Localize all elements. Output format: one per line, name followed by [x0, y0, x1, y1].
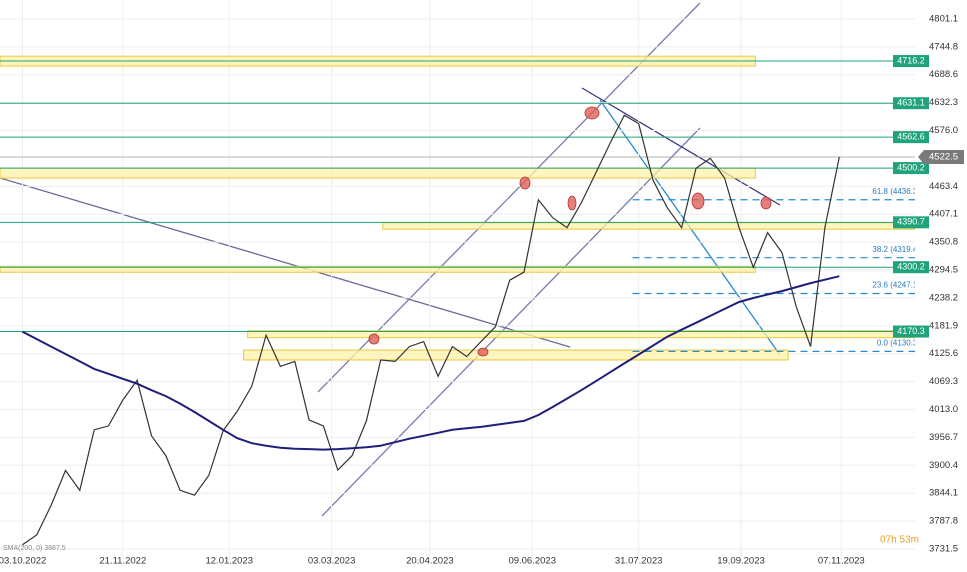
fib-label: 38.2 (4319.4)	[872, 245, 920, 254]
y-tick-label: 4069.3	[929, 376, 958, 387]
y-tick-label: 4576.0	[929, 125, 958, 136]
level-label: 4300.2	[897, 262, 925, 272]
trend-lines	[0, 2, 781, 517]
y-tick-label: 4125.6	[929, 348, 958, 359]
x-tick-label: 09.06.2023	[508, 556, 556, 567]
level-label: 4390.7	[897, 217, 925, 227]
y-tick-label: 3844.1	[929, 488, 958, 499]
level-tag	[893, 325, 929, 338]
x-tick-label: 20.04.2023	[406, 556, 454, 567]
level-tag	[893, 55, 929, 68]
level-label: 4562.6	[897, 132, 925, 142]
y-tick-label: 4407.1	[929, 209, 958, 220]
x-tick-label: 07.11.2023	[818, 556, 865, 567]
y-tick-label: 3900.4	[929, 460, 958, 471]
sma-line	[22, 275, 840, 451]
price-label: 4522.5	[929, 152, 958, 163]
y-tick-label: 4181.9	[929, 320, 958, 331]
axis-panel	[915, 0, 967, 572]
level-tag	[893, 261, 929, 274]
x-tick-label: 12.01.2023	[205, 556, 253, 567]
level-label: 4170.3	[897, 326, 925, 336]
zone	[243, 349, 789, 361]
markers	[368, 106, 772, 357]
x-tick-label: 31.07.2023	[615, 556, 663, 567]
x-tick-label: 21.11.2022	[99, 556, 146, 567]
level-label: 4500.2	[897, 162, 925, 172]
x-tick-label: 19.09.2023	[717, 556, 765, 567]
y-tick-label: 3731.5	[929, 544, 958, 555]
y-tick-label: 3787.8	[929, 516, 958, 527]
level-label: 4716.2	[897, 55, 925, 65]
y-tick-label: 4801.1	[929, 13, 958, 24]
zone	[0, 265, 756, 273]
x-tick-label: 03.03.2023	[308, 556, 356, 567]
price-line-series	[22, 114, 840, 546]
y-tick-label: 4294.5	[929, 265, 958, 276]
level-label: 4631.1	[897, 98, 925, 108]
level-tag	[893, 216, 929, 229]
price-tag	[918, 150, 964, 165]
y-tick-label: 3956.7	[929, 432, 958, 443]
fib-label: 23.6 (4247.1)	[872, 281, 920, 290]
y-tick-label: 4688.6	[929, 69, 958, 80]
sma-legend: SMA(200, 0) 3887.5	[3, 545, 66, 552]
level-tag	[893, 162, 929, 175]
fib-label: 61.8 (4436.3)	[872, 187, 920, 196]
y-tick-label: 4463.4	[929, 181, 958, 192]
level-tag	[893, 97, 929, 110]
y-tick-label: 4013.0	[929, 404, 958, 415]
y-tick-label: 4632.3	[929, 97, 958, 108]
y-tick-label: 4744.8	[929, 41, 958, 52]
zone	[382, 222, 916, 230]
y-tick-label: 4350.8	[929, 237, 958, 248]
y-tick-label: 4238.2	[929, 292, 958, 303]
level-tag	[893, 131, 929, 144]
countdown: 07h 53m	[880, 535, 919, 546]
x-tick-label: 03.10.2022	[0, 556, 46, 567]
fib-label: 0.0 (4130.3)	[877, 338, 920, 347]
zone	[0, 167, 756, 179]
